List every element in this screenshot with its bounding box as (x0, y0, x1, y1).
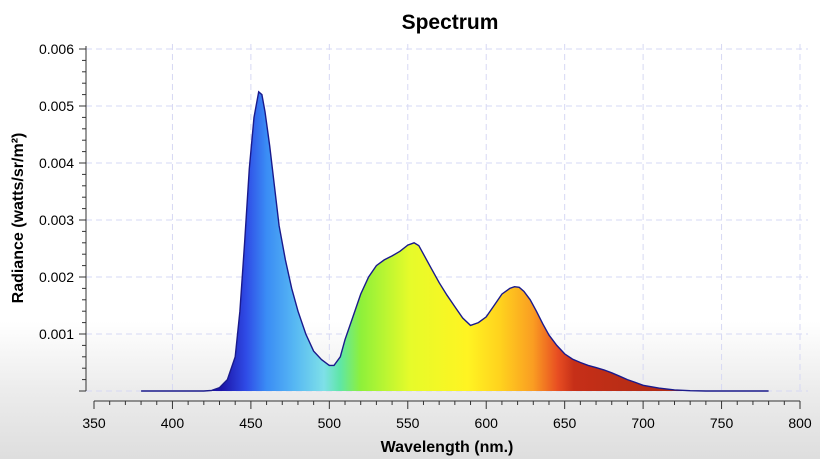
chart-title: Spectrum (402, 11, 499, 34)
y-tick-label: 0.003 (39, 212, 74, 228)
y-tick-label: 0.005 (39, 98, 74, 114)
x-tick-label: 800 (788, 415, 812, 431)
x-tick-label: 750 (710, 415, 734, 431)
spectrum-line (141, 90, 769, 392)
y-tick-label: 0.002 (39, 269, 74, 285)
x-tick-label: 500 (318, 415, 342, 431)
x-axis-label: Wavelength (nm.) (381, 439, 514, 456)
spectrum-area (141, 91, 769, 392)
y-axis-label: Radiance (watts/sr/m²) (10, 133, 27, 304)
y-ticks: 0.001 0.002 0.003 0.004 0.005 0.006 (39, 41, 86, 392)
x-tick-label: 350 (82, 415, 106, 431)
x-tick-label: 450 (239, 415, 263, 431)
x-tick-label: 600 (475, 415, 499, 431)
x-ticks: 350 400 450 500 550 600 650 700 750 800 (82, 401, 812, 431)
y-tick-label: 0.006 (39, 41, 74, 57)
x-tick-label: 700 (631, 415, 655, 431)
y-tick-label: 0.001 (39, 326, 74, 342)
x-tick-label: 550 (396, 415, 420, 431)
y-tick-label: 0.004 (39, 155, 74, 171)
x-tick-label: 650 (553, 415, 577, 431)
x-tick-label: 400 (161, 415, 185, 431)
